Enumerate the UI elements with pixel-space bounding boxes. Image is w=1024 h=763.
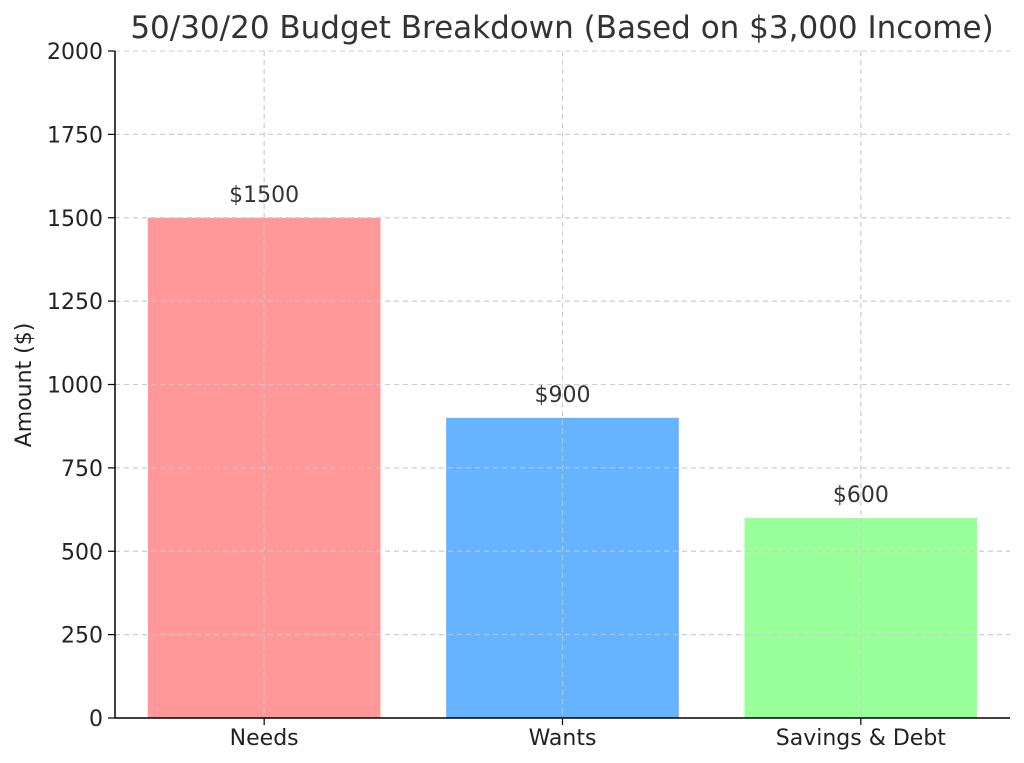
y-tick-label: 750 <box>61 457 103 482</box>
y-tick-label: 1000 <box>47 374 103 399</box>
x-tick-label: Wants <box>529 726 597 751</box>
y-tick-label: 250 <box>61 624 103 649</box>
chart-title: 50/30/20 Budget Breakdown (Based on $3,0… <box>130 10 993 46</box>
y-tick-label: 1750 <box>47 123 103 148</box>
y-tick-label: 0 <box>89 707 103 732</box>
y-tick-label: 500 <box>61 540 103 565</box>
bars-layer <box>115 50 1010 719</box>
x-tick-label: Needs <box>230 726 299 751</box>
y-tick-label: 1500 <box>47 207 103 232</box>
bar-value-label: $900 <box>535 383 591 408</box>
axes-layer <box>108 50 1010 725</box>
bar-value-label: $1500 <box>229 183 299 208</box>
labels-layer: 0 250 500 750 1000 1250 1500 1750 2000 $1500 $900 $… <box>47 40 946 751</box>
x-tick-label: Savings & Debt <box>776 726 947 751</box>
y-tick-label: 2000 <box>47 40 103 65</box>
y-axis-label: Amount ($) <box>12 323 37 448</box>
y-tick-label: 1250 <box>47 290 103 315</box>
bar-value-label: $600 <box>833 483 889 508</box>
